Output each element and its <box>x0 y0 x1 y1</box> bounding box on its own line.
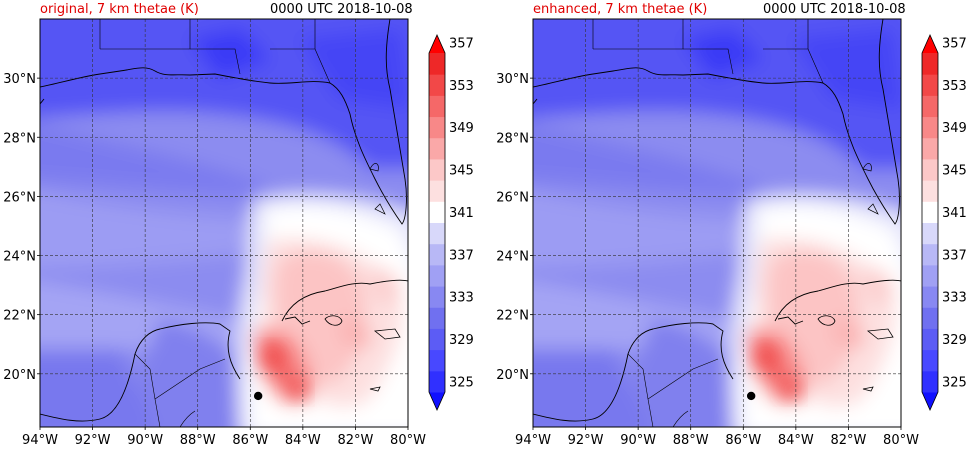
lon-tick-label: 82°W <box>337 433 373 448</box>
colorbar-tick-label: 333 <box>942 291 967 306</box>
colorbar-swatch <box>429 349 445 372</box>
lat-tick-label: 28°N <box>496 131 529 146</box>
colorbar-tick-label: 325 <box>449 375 474 390</box>
thetae-field <box>40 19 408 427</box>
map-original: 94°W 92°W 90°W 88°W 86°W 84°W 82°W 80°W 30°N 28°N… <box>3 18 426 448</box>
colorbar-swatch <box>922 222 938 245</box>
colorbar-frame <box>921 34 939 411</box>
lon-tick-label: 88°W <box>673 433 709 448</box>
time-enhanced: 0000 UTC 2018-10-08 <box>763 2 906 17</box>
colorbar-tick-label: 357 <box>449 36 474 51</box>
map-frame <box>532 18 902 428</box>
colorbar-swatch <box>922 95 938 118</box>
colorbar-tick-label: 349 <box>449 121 474 136</box>
colorbar-swatch <box>429 201 445 223</box>
colorbar-swatch <box>429 116 445 139</box>
colorbar-tick-label: 353 <box>942 79 967 94</box>
colorbar-extend-max <box>429 35 445 53</box>
lat-tick-label: 20°N <box>3 368 36 383</box>
colorbar-swatch <box>429 74 445 96</box>
lon-tick-label: 86°W <box>725 433 761 448</box>
lon-tick-label: 80°W <box>883 433 919 448</box>
map-enhanced: 94°W 92°W 90°W 88°W 86°W 84°W 82°W 80°W 30°N 28°N… <box>496 18 919 448</box>
lon-tick-label: 82°W <box>830 433 866 448</box>
lon-tick-label: 86°W <box>232 433 268 448</box>
colorbar-swatch <box>922 286 938 308</box>
lat-tick-label: 30°N <box>3 72 36 87</box>
colorbar-tick-label: 329 <box>942 333 967 348</box>
colorbar-tick-label: 325 <box>942 375 967 390</box>
storm-center-marker <box>253 391 263 401</box>
thetae-field <box>533 19 901 427</box>
colorbar-swatch <box>922 201 938 223</box>
colorbar-enhanced: 325 329 333 337 341 345 349 353 357 <box>921 34 967 411</box>
colorbar-swatch <box>429 370 445 393</box>
colorbar-extend-min <box>429 392 445 410</box>
colorbar-swatch <box>922 264 938 287</box>
colorbar-swatch <box>429 180 445 202</box>
colorbar-tick-label: 345 <box>942 164 967 179</box>
lat-tick-label: 28°N <box>3 131 36 146</box>
lon-tick-label: 92°W <box>75 433 111 448</box>
colorbar-swatch <box>429 53 445 75</box>
lon-tick-label: 92°W <box>568 433 604 448</box>
colorbar-swatch <box>922 158 938 181</box>
lon-tick-label: 94°W <box>22 433 58 448</box>
colorbar-tick-label: 337 <box>942 248 967 263</box>
lat-tick-label: 30°N <box>496 72 529 87</box>
colorbar-tick-label: 349 <box>942 121 967 136</box>
lat-tick-label: 22°N <box>3 309 36 324</box>
lon-tick-label: 80°W <box>390 433 426 448</box>
colorbar-tick-label: 337 <box>449 248 474 263</box>
colorbar-swatch <box>429 307 445 329</box>
lat-tick-label: 20°N <box>496 368 529 383</box>
lat-tick-label: 26°N <box>496 190 529 205</box>
title-enhanced: enhanced, 7 km thetae (K) <box>533 2 708 17</box>
colorbar-swatch <box>922 243 938 266</box>
colorbar-swatch <box>922 180 938 202</box>
storm-center-marker <box>746 391 756 401</box>
colorbar-extend-max <box>922 35 938 53</box>
colorbar-tick-label: 353 <box>449 79 474 94</box>
colorbar-swatch <box>429 286 445 308</box>
lon-tick-label: 94°W <box>515 433 551 448</box>
colorbar-frame <box>428 34 446 411</box>
colorbar-swatch <box>922 74 938 96</box>
map-frame <box>39 18 409 428</box>
colorbar-tick-label: 345 <box>449 164 474 179</box>
colorbar-swatch <box>429 328 445 351</box>
colorbar-swatch <box>429 95 445 118</box>
colorbar-tick-label: 329 <box>449 333 474 348</box>
colorbar-swatch <box>922 349 938 372</box>
colorbar-tick-label: 341 <box>449 206 474 221</box>
colorbar-extend-min <box>922 392 938 410</box>
colorbar-original: 325 329 333 337 341 345 349 353 357 <box>428 34 474 411</box>
colorbar-swatch <box>429 243 445 266</box>
lon-tick-label: 90°W <box>127 433 163 448</box>
lon-tick-label: 90°W <box>620 433 656 448</box>
colorbar-swatch <box>429 137 445 160</box>
lon-tick-label: 84°W <box>778 433 814 448</box>
lat-tick-label: 24°N <box>496 250 529 265</box>
colorbar-swatch <box>922 370 938 393</box>
colorbar-tick-label: 341 <box>942 206 967 221</box>
colorbar-swatch <box>922 116 938 139</box>
time-original: 0000 UTC 2018-10-08 <box>270 2 413 17</box>
colorbar-swatch <box>922 53 938 75</box>
lon-tick-label: 84°W <box>285 433 321 448</box>
lon-tick-label: 88°W <box>180 433 216 448</box>
colorbar-tick-label: 357 <box>942 36 967 51</box>
lat-tick-label: 24°N <box>3 250 36 265</box>
colorbar-swatch <box>429 264 445 287</box>
title-original: original, 7 km thetae (K) <box>40 2 199 17</box>
lat-tick-label: 26°N <box>3 190 36 205</box>
lat-tick-label: 22°N <box>496 309 529 324</box>
colorbar-swatch <box>429 222 445 245</box>
colorbar-swatch <box>922 137 938 160</box>
colorbar-tick-label: 333 <box>449 291 474 306</box>
colorbar-swatch <box>922 328 938 351</box>
colorbar-swatch <box>429 158 445 181</box>
colorbar-swatch <box>922 307 938 329</box>
